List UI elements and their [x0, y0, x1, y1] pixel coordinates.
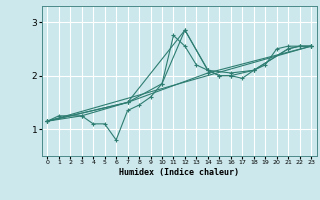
X-axis label: Humidex (Indice chaleur): Humidex (Indice chaleur) [119, 168, 239, 177]
